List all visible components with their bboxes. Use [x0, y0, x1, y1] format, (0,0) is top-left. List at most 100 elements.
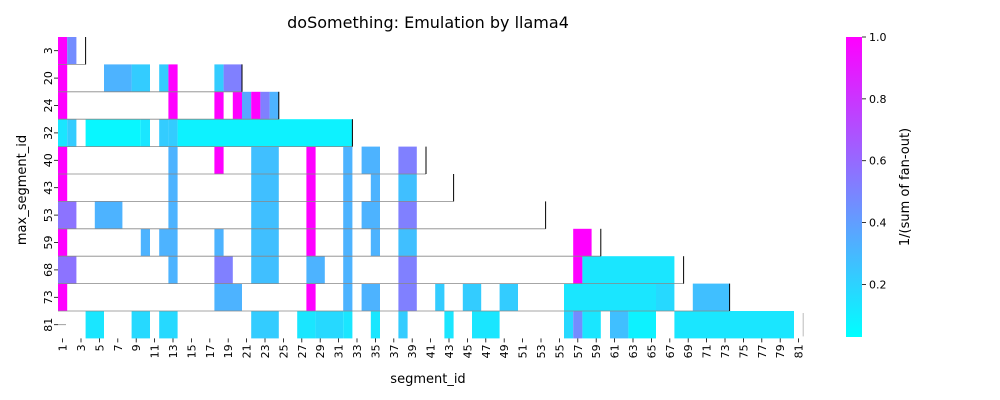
x-tick-label: 25	[277, 344, 290, 358]
heatmap-cell	[251, 311, 279, 339]
colorbar	[846, 37, 862, 337]
x-tick-label: 81	[793, 344, 806, 358]
heatmap-cell	[306, 256, 325, 284]
heatmap-cell	[370, 228, 380, 257]
heatmap-cell	[251, 91, 261, 120]
heatmap-cell	[343, 228, 353, 257]
heatmap-cell	[251, 174, 279, 202]
x-tick-label: 29	[314, 344, 327, 358]
heatmap-cell	[297, 311, 316, 339]
x-tick-label: 41	[425, 344, 438, 358]
heatmap-cell	[168, 201, 178, 229]
colorbar-tick-label: 0.8	[869, 93, 887, 106]
heatmap-cell	[343, 311, 353, 339]
x-tick-label: 33	[351, 344, 364, 358]
y-tick-label: 53	[42, 208, 55, 222]
x-tick-label: 31	[333, 344, 346, 358]
y-tick-label: 81	[42, 318, 55, 332]
colorbar-label: 1/(sum of fan-out)	[898, 128, 913, 246]
x-tick-label: 21	[241, 344, 254, 358]
y-axis-ticks: 3 20 24 32 40 43 53 59 68 73 81	[42, 47, 58, 332]
heatmap-cell	[214, 146, 224, 174]
heatmap-cell	[251, 256, 279, 284]
heatmap-cell	[214, 91, 224, 120]
heatmap-cell	[214, 256, 233, 284]
y-tick-label: 59	[42, 236, 55, 250]
colorbar-ticks: 0.2 0.4 0.6 0.8 1.0	[862, 31, 887, 291]
heatmap-cell	[398, 146, 417, 174]
heatmap-cell	[58, 174, 68, 202]
heatmap-cell	[398, 228, 417, 257]
heatmap-cell	[159, 119, 169, 147]
x-tick-label: 59	[590, 344, 603, 358]
x-tick-label: 57	[572, 344, 585, 358]
heatmap-cell	[168, 146, 178, 174]
heatmap-cell	[251, 228, 279, 257]
colorbar-tick-label: 0.4	[869, 217, 887, 230]
heatmap-cell	[260, 91, 270, 120]
x-tick-label: 73	[719, 344, 732, 358]
heatmap-cell	[343, 146, 353, 174]
heatmap-cell	[361, 146, 380, 174]
heatmap-cell	[168, 64, 178, 92]
heatmap-cell	[361, 201, 380, 229]
heatmap-cell	[104, 64, 132, 92]
y-tick-label: 24	[42, 99, 55, 113]
heatmap-cell	[361, 283, 380, 311]
x-tick-label: 13	[167, 344, 180, 358]
heatmap-cell	[242, 91, 252, 120]
heatmap-cell	[564, 283, 656, 311]
heatmap-cell	[582, 256, 675, 284]
x-tick-label: 39	[406, 344, 419, 358]
heatmap-cell	[223, 64, 242, 92]
x-tick-label: 61	[609, 344, 622, 358]
row-end-markers	[85, 37, 804, 337]
colorbar-tick-label: 1.0	[869, 31, 887, 44]
y-tick-label: 68	[42, 263, 55, 277]
y-tick-label: 3	[42, 47, 55, 54]
heatmap-cell	[159, 228, 178, 257]
heatmap-cell	[306, 228, 316, 257]
x-tick-label: 5	[93, 344, 106, 351]
y-tick-label: 73	[42, 290, 55, 304]
heatmap-cell	[343, 201, 353, 229]
x-tick-label: 49	[498, 344, 511, 358]
x-tick-label: 47	[480, 344, 493, 358]
heatmap-cell	[168, 174, 178, 202]
heatmap-cell	[306, 283, 316, 311]
x-tick-label: 11	[149, 344, 162, 358]
x-tick-label: 23	[259, 344, 272, 358]
x-tick-label: 67	[664, 344, 677, 358]
heatmap-cell	[159, 64, 169, 92]
heatmap-cell	[269, 91, 279, 120]
heatmap-cell	[214, 64, 224, 92]
heatmap-cell	[58, 64, 68, 92]
y-tick-label: 40	[42, 153, 55, 167]
heatmap-cell	[674, 311, 794, 339]
x-tick-label: 17	[204, 344, 217, 358]
heatmap-cell	[315, 311, 344, 339]
x-tick-label: 19	[222, 344, 235, 358]
heatmap-cell	[398, 201, 417, 229]
heatmap-cell	[58, 119, 68, 147]
colorbar-tick-label: 0.2	[869, 278, 887, 291]
heatmap-cell	[573, 256, 583, 284]
heatmap-cell	[94, 201, 123, 229]
heatmap-cell	[692, 283, 730, 311]
heatmap-cell	[58, 256, 77, 284]
heatmap-cell	[67, 37, 77, 65]
heatmap-cell	[370, 174, 380, 202]
heatmap-cell	[131, 311, 150, 339]
heatmap-cell	[306, 174, 316, 202]
y-tick-label: 32	[42, 126, 55, 140]
heatmap-cell	[370, 311, 380, 339]
heatmap-cell	[159, 311, 178, 339]
heatmap-cell	[398, 311, 408, 339]
heatmap-cell	[232, 91, 242, 120]
x-tick-label: 1	[57, 344, 70, 351]
x-axis-label: segment_id	[390, 372, 465, 387]
heatmap-cell	[628, 311, 656, 339]
x-tick-label: 7	[112, 344, 125, 351]
heatmap-cell	[58, 91, 68, 120]
